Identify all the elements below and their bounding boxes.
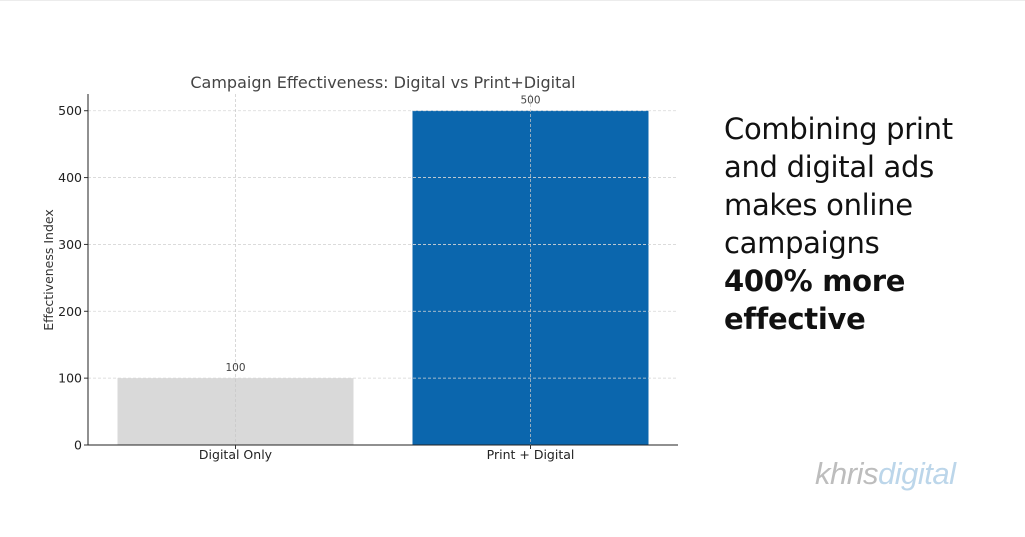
caption-line-4: campaigns [724,226,880,260]
caption-line-2: and digital ads [724,150,934,184]
labels-layer: 0 100 200 300 400 500 Digital Only Print + Digi… [58,95,574,462]
bar-chart: Campaign Effectiveness: Digital vs Print… [41,73,678,462]
headline-caption: Combining print and digital ads makes on… [724,110,1014,338]
logo-text-khris: khris [815,456,878,491]
top-divider [0,0,1025,1]
y-tick-label: 300 [58,237,82,252]
caption-line-1: Combining print [724,112,953,146]
bars-layer [117,110,649,445]
caption-line-3: makes online [724,188,913,222]
y-axis-label: Effectiveness Index [41,209,56,331]
y-tick-label: 0 [74,438,82,453]
logo-text-digital: digital [877,456,956,491]
data-label: 500 [520,95,540,107]
caption-emphasis-1: 400% more [724,264,906,298]
data-label: 100 [225,362,245,374]
y-tick-label: 400 [58,170,82,185]
y-tick-label: 100 [58,371,82,386]
y-tick-label: 500 [58,103,82,118]
x-tick-label: Digital Only [199,447,273,462]
x-tick-label: Print + Digital [487,447,575,462]
chart-title: Campaign Effectiveness: Digital vs Print… [190,73,575,92]
axes-layer [84,94,678,449]
caption-emphasis-2: effective [724,302,866,336]
brand-logo: khrisdigital [815,456,956,492]
y-tick-label: 200 [58,304,82,319]
